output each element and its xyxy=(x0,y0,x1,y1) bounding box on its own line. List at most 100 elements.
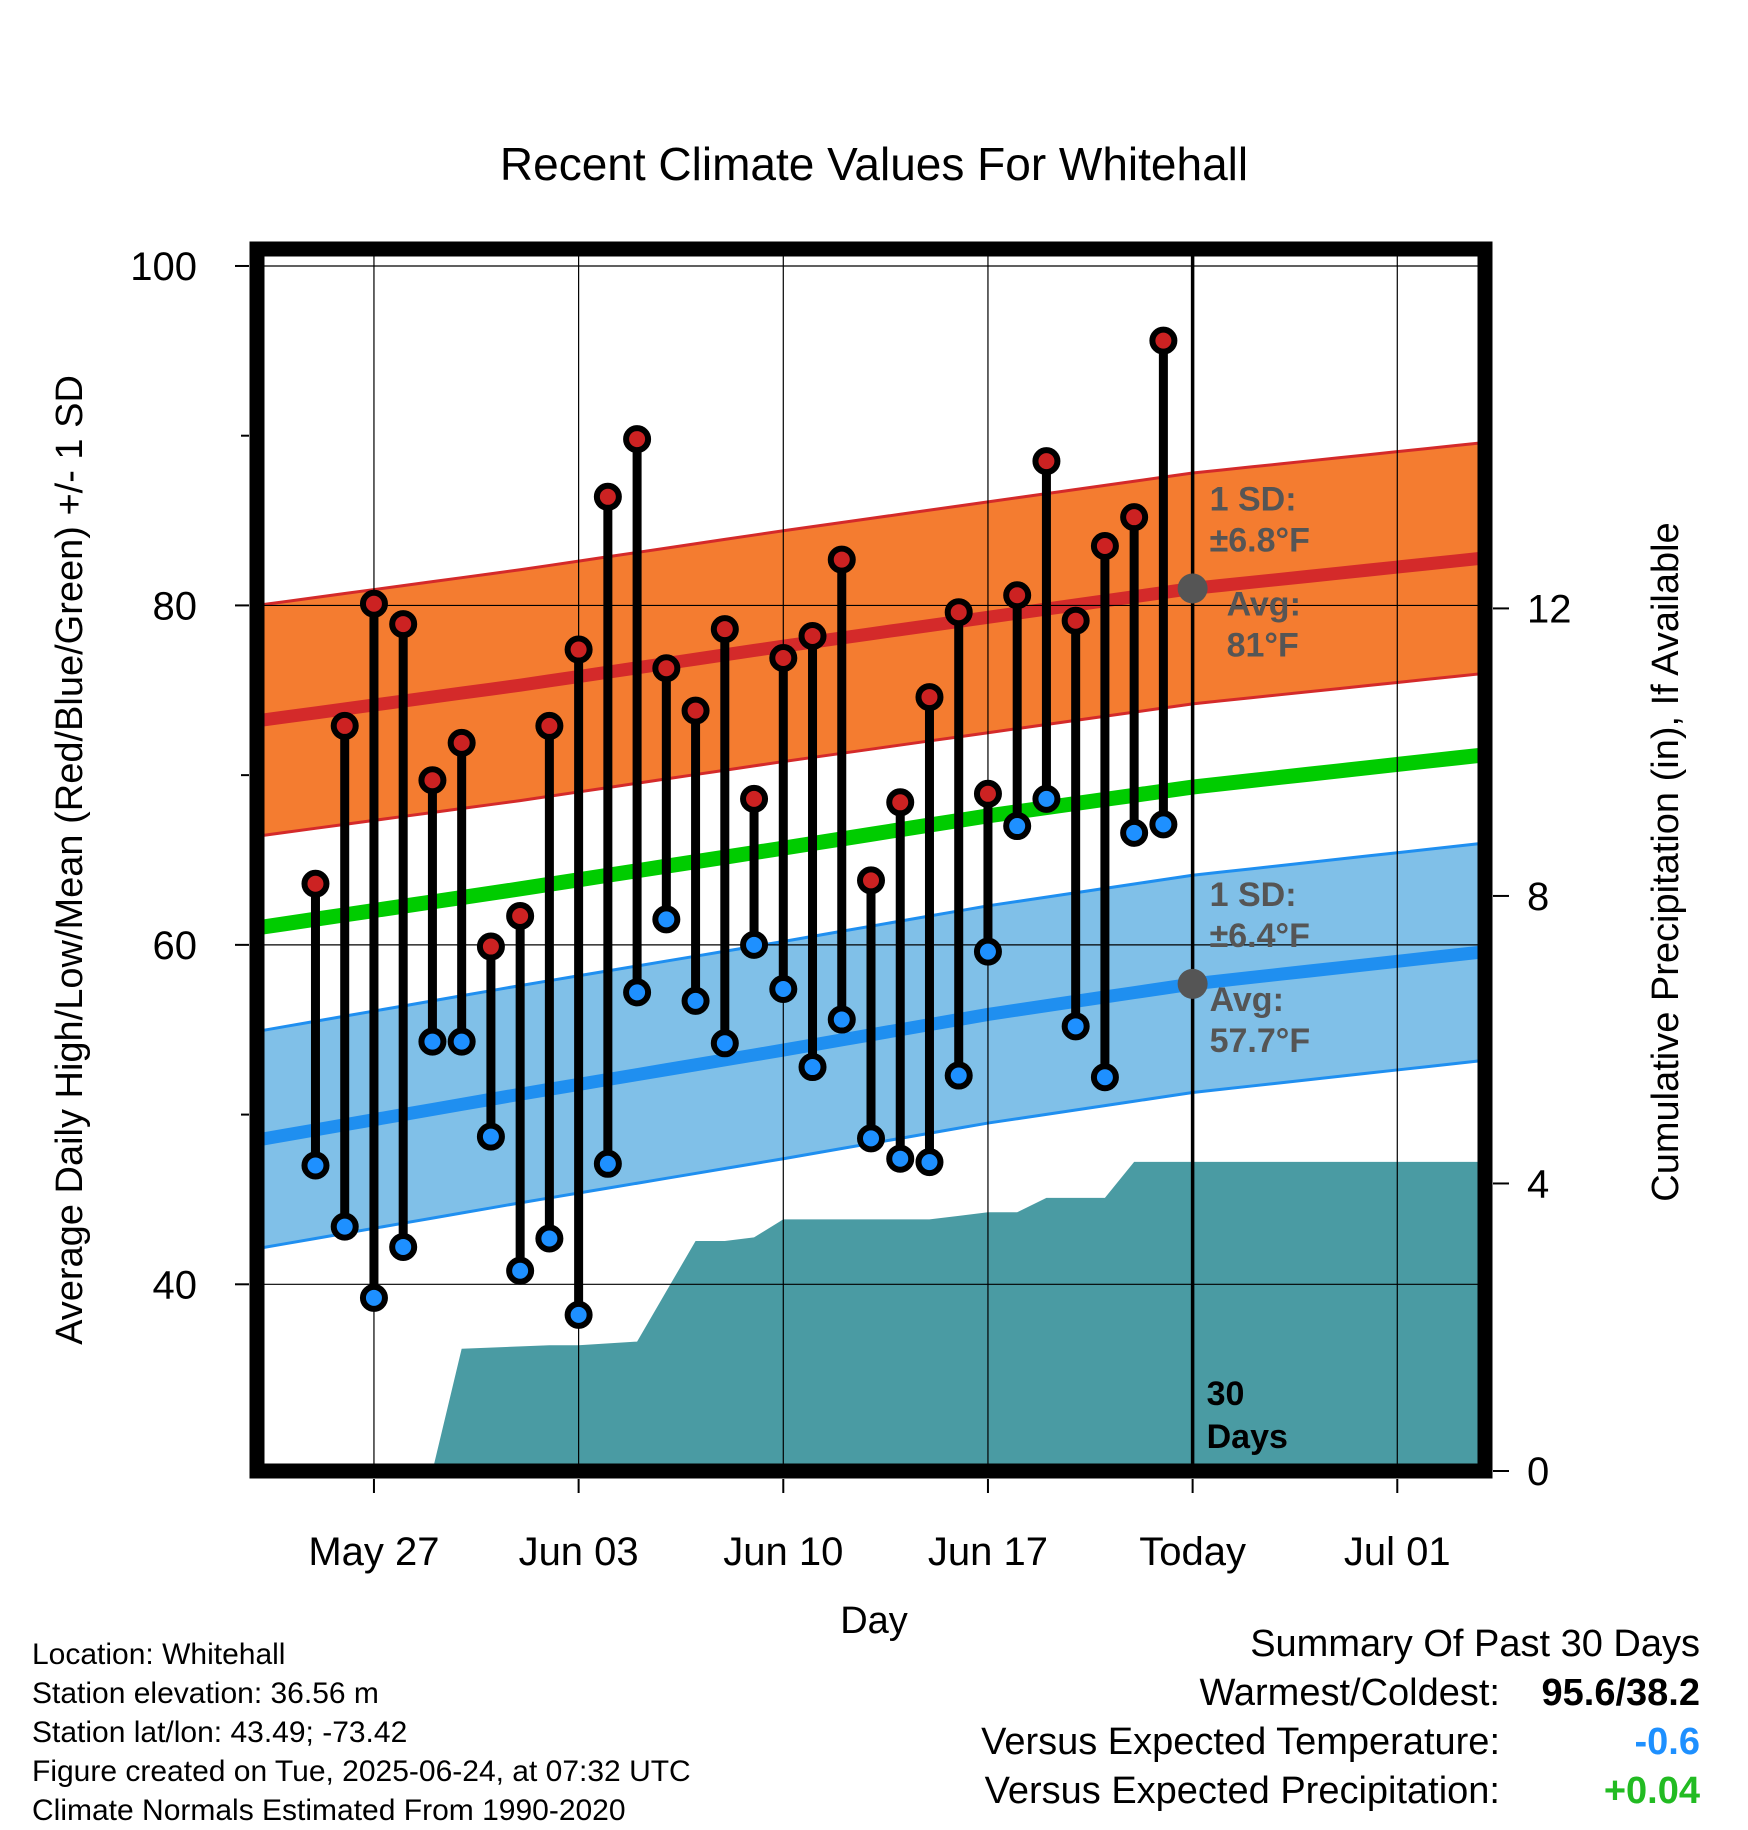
low-avg-value: 57.7°F xyxy=(1210,1022,1311,1060)
day-observation xyxy=(476,932,505,1151)
y2-axis-label: Cumulative Precipitation (in), If Availa… xyxy=(1645,522,1687,1201)
high-temp-point xyxy=(798,621,827,650)
low-temp-point xyxy=(827,1005,856,1034)
y2-tick-label: 12 xyxy=(1527,587,1572,631)
high-average-line xyxy=(256,551,1486,728)
high-temp-point xyxy=(389,610,418,639)
day-observation xyxy=(1120,503,1149,847)
y-axis-label: Average Daily High/Low/Mean (Red/Blue/Gr… xyxy=(49,375,91,1345)
station-info: Location: Whitehall Station elevation: 3… xyxy=(32,1635,691,1830)
y2-tick-label: 8 xyxy=(1527,875,1549,919)
day-observation xyxy=(506,902,535,1285)
low-temp-point xyxy=(1032,784,1061,813)
low-avg-label: Avg: xyxy=(1210,981,1284,1019)
low-temp-point xyxy=(798,1053,827,1082)
day-observation xyxy=(652,654,681,934)
high-avg-value: 81°F xyxy=(1227,626,1299,664)
high-temp-point xyxy=(1032,447,1061,476)
low-temp-point xyxy=(944,1061,973,1090)
temp-label: Versus Expected Temperature: xyxy=(981,1721,1500,1763)
high-sd-label: 1 SD: xyxy=(1210,480,1297,518)
summary-panel: Summary Of Past 30 Days Warmest/Coldest:… xyxy=(981,1620,1700,1816)
low-temp-point xyxy=(535,1224,564,1253)
x-tick-label: Jun 17 xyxy=(928,1530,1048,1574)
low-temp-point xyxy=(769,974,798,1003)
high-temp-point xyxy=(1061,606,1090,635)
y-tick-label: 60 xyxy=(153,924,198,968)
day-observation xyxy=(710,615,739,1058)
low-temp-point xyxy=(1120,818,1149,847)
day-observation xyxy=(915,683,944,1177)
day-observation xyxy=(1061,606,1090,1041)
high-temp-point xyxy=(769,644,798,673)
day-observation xyxy=(535,711,564,1253)
low-temp-point xyxy=(330,1212,359,1241)
high-temp-point xyxy=(652,654,681,683)
low-temp-point xyxy=(301,1151,330,1180)
day-observation xyxy=(944,598,973,1090)
low-temp-point xyxy=(1090,1063,1119,1092)
high-temp-point xyxy=(915,683,944,712)
x-axis-label: Day xyxy=(840,1600,908,1642)
day-observation xyxy=(623,425,652,1007)
warm-cold-label: Warmest/Coldest: xyxy=(1199,1672,1500,1714)
low-temp-point xyxy=(1003,812,1032,841)
location-text: Location: Whitehall xyxy=(32,1638,286,1671)
low-temp-point xyxy=(1061,1012,1090,1041)
high-temp-point xyxy=(973,779,1002,808)
low-temp-point xyxy=(389,1232,418,1261)
high-temp-point xyxy=(1120,503,1149,532)
low-temp-point xyxy=(857,1124,885,1153)
low-temp-point xyxy=(681,986,710,1015)
day-observation xyxy=(301,869,330,1180)
high-temp-point xyxy=(681,696,710,725)
high-temp-point xyxy=(1149,326,1178,355)
day-observation xyxy=(1032,447,1061,813)
low-temp-point xyxy=(886,1144,915,1173)
temp-value: -0.6 xyxy=(1634,1721,1700,1763)
day-observation xyxy=(827,545,856,1034)
x-tick-label: May 27 xyxy=(308,1530,439,1574)
high-temp-point xyxy=(593,482,622,511)
day-observation xyxy=(330,711,359,1241)
y2-tick-label: 0 xyxy=(1527,1450,1549,1494)
precip-area xyxy=(257,1161,1485,1471)
day-observation xyxy=(973,779,1002,966)
y-tick-label: 80 xyxy=(153,584,198,628)
days-word-label: Days xyxy=(1207,1418,1288,1456)
day-observation xyxy=(564,635,593,1329)
day-observation xyxy=(857,866,885,1153)
warm-cold-row: Warmest/Coldest: 95.6/38.2 xyxy=(981,1669,1700,1718)
high-temp-point xyxy=(476,932,505,961)
daily-observations xyxy=(301,326,1178,1329)
high-band-upper-edge xyxy=(256,440,1486,607)
temp-row: Versus Expected Temperature: -0.6 xyxy=(981,1718,1700,1767)
low-temp-point xyxy=(447,1027,476,1056)
day-observation xyxy=(886,788,915,1173)
high-temp-point xyxy=(740,784,769,813)
high-temp-point xyxy=(359,589,388,618)
y-tick-label: 40 xyxy=(153,1263,198,1307)
day-observation xyxy=(447,728,476,1056)
low-sd-label: 1 SD: xyxy=(1210,876,1297,914)
low-temp-point xyxy=(915,1148,944,1177)
today-low-avg-marker xyxy=(1177,968,1208,999)
high-sd-value: ±6.8°F xyxy=(1210,521,1310,559)
high-temp-point xyxy=(330,711,359,740)
day-observation xyxy=(359,589,388,1312)
low-temp-point xyxy=(973,937,1002,966)
low-temp-point xyxy=(710,1029,739,1058)
high-temp-point xyxy=(1003,581,1032,610)
x-tick-label: Jul 01 xyxy=(1344,1530,1451,1574)
precip-row: Versus Expected Precipitation: +0.04 xyxy=(981,1767,1700,1816)
plot-frame xyxy=(249,241,1493,1479)
day-observation xyxy=(418,766,447,1056)
day-observation xyxy=(1003,581,1032,841)
high-avg-label: Avg: xyxy=(1227,585,1301,623)
day-observation xyxy=(1090,532,1119,1092)
low-temp-point xyxy=(1149,810,1178,839)
low-temp-point xyxy=(359,1283,388,1312)
x-tick-label: Jun 10 xyxy=(723,1530,843,1574)
